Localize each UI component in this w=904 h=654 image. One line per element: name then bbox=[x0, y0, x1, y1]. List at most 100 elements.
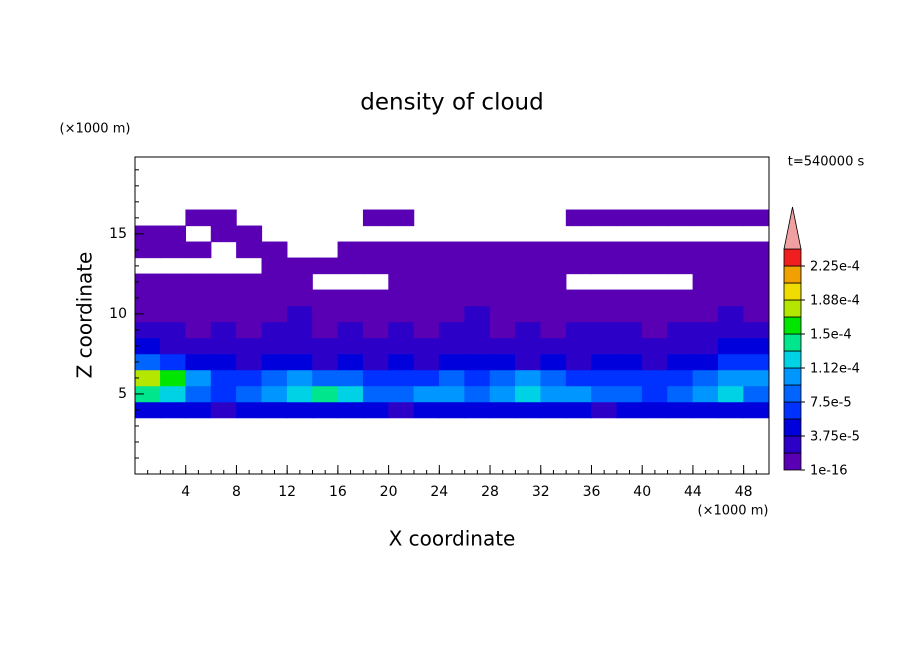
contour-cell bbox=[641, 369, 668, 387]
contour-cell bbox=[160, 289, 187, 307]
contour-cell bbox=[439, 321, 465, 339]
contour-cell bbox=[641, 241, 668, 259]
contour-cell bbox=[388, 209, 415, 227]
y-unit: (×1000 m) bbox=[60, 122, 131, 137]
contour-cell bbox=[667, 305, 694, 323]
contour-cell bbox=[565, 337, 592, 355]
contour-cell bbox=[591, 241, 618, 259]
contour-cell bbox=[210, 273, 237, 291]
contour-cell bbox=[439, 257, 465, 275]
contour-cell bbox=[717, 337, 744, 355]
contour-cell bbox=[286, 353, 313, 371]
contour-cell bbox=[591, 369, 618, 387]
contour-cell bbox=[540, 337, 567, 355]
contour-cell bbox=[616, 305, 643, 323]
contour-cell bbox=[312, 289, 339, 307]
contour-cell bbox=[565, 241, 592, 259]
contour-cell bbox=[261, 337, 288, 355]
contour-cell bbox=[692, 369, 719, 387]
contour-cell bbox=[515, 353, 542, 371]
contour-cell bbox=[210, 385, 237, 403]
contour-cell bbox=[388, 305, 415, 323]
contour-cell bbox=[337, 353, 364, 371]
contour-cell bbox=[413, 353, 440, 371]
contour-cell bbox=[489, 241, 516, 259]
contour-cell bbox=[717, 401, 744, 419]
x-tick-label: 36 bbox=[583, 484, 601, 500]
contour-cell bbox=[743, 385, 770, 403]
contour-cell bbox=[540, 273, 567, 291]
contour-cell bbox=[312, 385, 339, 403]
contour-cell bbox=[236, 305, 263, 323]
x-tick-label: 4 bbox=[181, 484, 190, 500]
y-axis-label: Z coordinate bbox=[73, 252, 97, 379]
contour-cell bbox=[667, 369, 694, 387]
contour-cell bbox=[641, 257, 668, 275]
colorbar-box bbox=[783, 333, 802, 352]
contour-cell bbox=[667, 321, 694, 339]
contour-cell bbox=[236, 401, 263, 419]
contour-cell bbox=[388, 385, 415, 403]
contour-cell bbox=[616, 209, 643, 227]
contour-cell bbox=[413, 337, 440, 355]
contour-cell bbox=[717, 369, 744, 387]
y-tick-label: 15 bbox=[109, 226, 127, 242]
contour-cell bbox=[413, 401, 440, 419]
contour-cell bbox=[236, 225, 263, 243]
contour-cell bbox=[692, 289, 719, 307]
contour-cell bbox=[362, 337, 389, 355]
contour-cell bbox=[515, 337, 542, 355]
contour-cell bbox=[413, 241, 440, 259]
contour-cell bbox=[641, 385, 668, 403]
contour-cell bbox=[489, 273, 516, 291]
contour-cell bbox=[667, 289, 694, 307]
contour-cell bbox=[210, 337, 237, 355]
contour-cell bbox=[591, 209, 618, 227]
contour-cell bbox=[540, 241, 567, 259]
contour-cell bbox=[515, 385, 542, 403]
contour-cell bbox=[616, 257, 643, 275]
contour-cell bbox=[185, 305, 212, 323]
colorbar-box bbox=[783, 248, 802, 267]
colorbar-box bbox=[783, 265, 802, 284]
contour-cell bbox=[413, 273, 440, 291]
contour-cell bbox=[743, 209, 770, 227]
contour-cell bbox=[362, 401, 389, 419]
contour-cell bbox=[210, 289, 237, 307]
contour-cell bbox=[489, 289, 516, 307]
contour-cell bbox=[312, 401, 339, 419]
contour-cell bbox=[692, 337, 719, 355]
x-unit: (×1000 m) bbox=[698, 504, 769, 519]
colorbar-box bbox=[783, 299, 802, 318]
contour-cell bbox=[464, 369, 491, 387]
x-tick-label: 32 bbox=[532, 484, 550, 500]
contour-cell bbox=[743, 273, 770, 291]
contour-cell bbox=[312, 369, 339, 387]
x-tick-label: 24 bbox=[430, 484, 448, 500]
colorbar-label: 1.12e-4 bbox=[810, 362, 860, 377]
contour-cell bbox=[185, 273, 212, 291]
contour-cell bbox=[515, 289, 542, 307]
contour-cell bbox=[565, 305, 592, 323]
contour-cell bbox=[743, 337, 770, 355]
contour-cell bbox=[337, 401, 364, 419]
contour-cell bbox=[515, 257, 542, 275]
contour-cell bbox=[565, 353, 592, 371]
contour-cell bbox=[692, 209, 719, 227]
contour-cell bbox=[692, 385, 719, 403]
contour-cell bbox=[388, 289, 415, 307]
contour-cell bbox=[286, 273, 313, 291]
contour-cell bbox=[717, 321, 744, 339]
contour-cell bbox=[236, 369, 263, 387]
contour-cell bbox=[439, 289, 465, 307]
contour-cell bbox=[616, 241, 643, 259]
contour-cell bbox=[261, 369, 288, 387]
contour-cell bbox=[312, 257, 339, 275]
contour-cell bbox=[540, 369, 567, 387]
contour-cell bbox=[616, 321, 643, 339]
contour-cell bbox=[692, 401, 719, 419]
contour-cell bbox=[160, 305, 187, 323]
contour-cell bbox=[388, 257, 415, 275]
contour-cell bbox=[743, 321, 770, 339]
colorbar-box bbox=[783, 282, 802, 301]
